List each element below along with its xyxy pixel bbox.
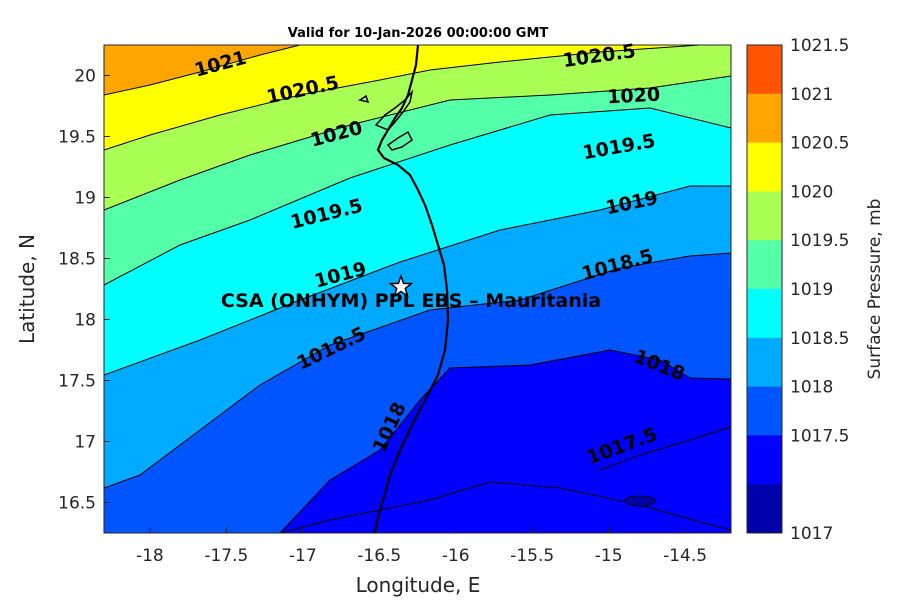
colorbar-label: Surface Pressure, mb (865, 199, 885, 380)
colorbar-tick-label: 1017.5 (790, 426, 849, 446)
colorbar-swatch (747, 386, 782, 436)
colorbar-frame (746, 44, 783, 534)
colorbar-swatch (747, 93, 782, 144)
contour-label: 1020 (607, 84, 661, 109)
x-tick-label: -16 (442, 546, 470, 566)
chart-title: Valid for 10-Jan-2026 00:00:00 GMT (288, 26, 549, 41)
colorbar-swatch (747, 240, 782, 290)
x-tick-label: -15 (595, 546, 623, 566)
y-axis-label: Latitude, N (15, 234, 39, 344)
plot-frame (103, 44, 732, 534)
colorbar-swatch (747, 191, 782, 241)
colorbar-tick-label: 1021.5 (790, 36, 849, 56)
y-tick-label: 19.5 (58, 128, 96, 148)
y-tick-label: 16.5 (58, 494, 96, 514)
colorbar-tick-label: 1018 (790, 378, 833, 398)
contour-fill (104, 45, 731, 533)
y-axis: 20 19.5 19 18.5 18 17.5 17 16.5 (58, 67, 110, 514)
colorbar-tick-label: 1021 (790, 85, 833, 105)
site-star-icon (388, 273, 414, 298)
y-tick-label: 18 (74, 311, 96, 331)
colorbar-swatch (747, 289, 782, 339)
colorbar-swatch (747, 337, 782, 388)
colorbar-tick-label: 1019 (790, 280, 833, 300)
coastline (373, 45, 450, 533)
x-tick-label: -17.5 (204, 546, 248, 566)
colorbar-tick-label: 1020 (790, 182, 833, 202)
x-tick-label: -14.5 (663, 546, 707, 566)
y-tick-label: 17.5 (58, 372, 96, 392)
colorbar-tick-label: 1020.5 (790, 134, 849, 154)
band-1017-1017.5 (104, 482, 731, 533)
colorbar-swatch (747, 435, 782, 485)
x-tick-label: -17 (289, 546, 317, 566)
colorbar-swatch (747, 45, 782, 95)
x-tick-label: -16.5 (357, 546, 401, 566)
y-tick-label: 20 (74, 67, 96, 87)
colorbar-tick-label: 1017 (790, 524, 833, 544)
colorbar-tick-label: 1019.5 (790, 231, 849, 251)
x-tick-label: -18 (136, 546, 164, 566)
colorbar-swatch (747, 484, 782, 534)
x-axis-label: Longitude, E (356, 573, 481, 597)
colorbar: 1021.5 1021 1020.5 1020 1019.5 1019 1018.5 1018… (747, 36, 849, 544)
colorbar-tick-label: 1018.5 (790, 329, 849, 349)
colorbar-swatch (747, 142, 782, 192)
x-axis: -18 -17.5 -17 -16.5 -16 -15.5 -15 -14.5 (136, 527, 707, 566)
coastline-islands (358, 89, 414, 151)
contour-lines (104, 45, 731, 533)
band-1020.5-1021 (104, 45, 731, 150)
y-tick-label: 17 (74, 433, 96, 453)
y-tick-label: 19 (74, 189, 96, 209)
x-tick-label: -15.5 (510, 546, 554, 566)
site-label: CSA (ONHYM) PPL EBS – Mauritania (221, 290, 601, 312)
y-tick-label: 18.5 (58, 250, 96, 270)
